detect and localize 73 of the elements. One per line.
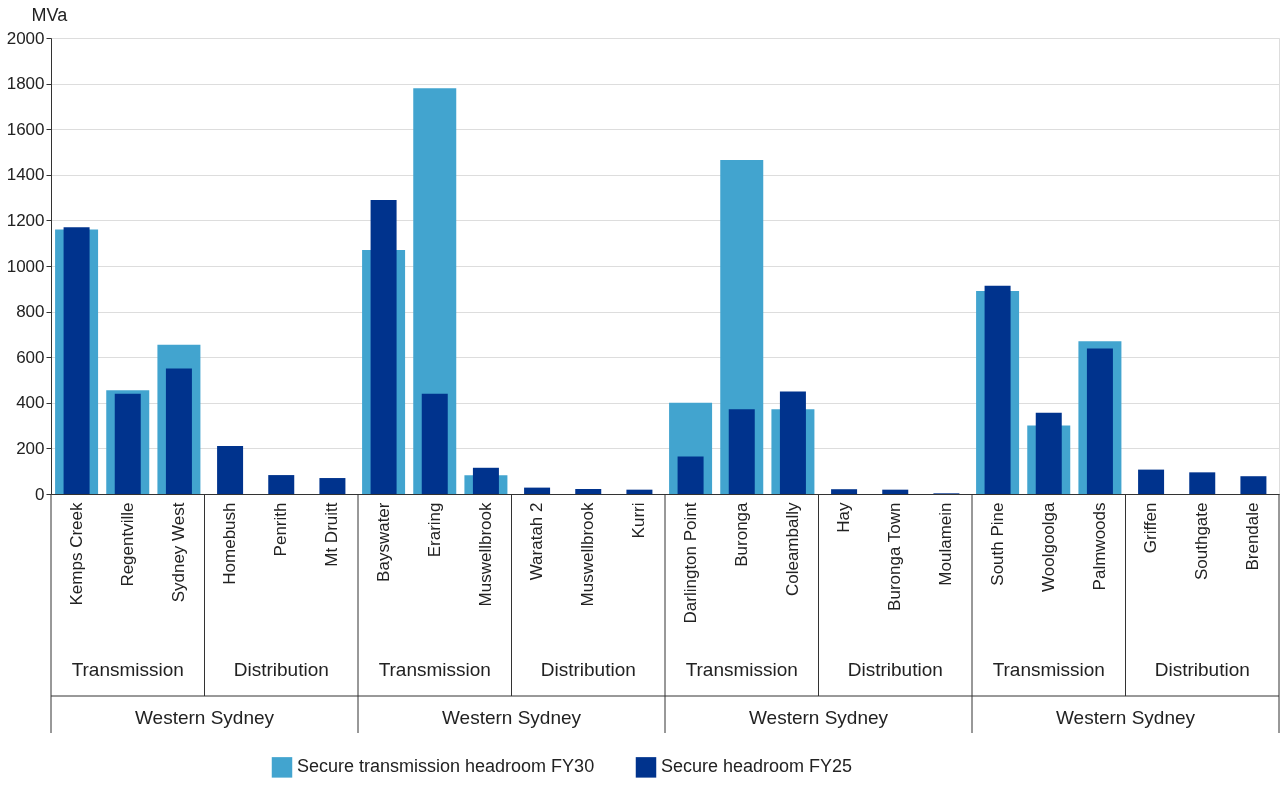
bar: [728, 409, 755, 494]
x-tick-label: Woolgoolga: [1038, 501, 1058, 592]
legend-label: Secure transmission headroom FY30: [297, 756, 595, 777]
y-tick-label: 800: [16, 302, 45, 322]
x-tick-label: Sydney West: [168, 502, 188, 603]
bar: [882, 489, 909, 494]
x-tick-label: Kemps Creek: [66, 502, 86, 606]
text: Transmission: [378, 659, 491, 680]
y-tick-label: 400: [16, 393, 45, 413]
x-tick-label: Darlington Point: [680, 502, 700, 624]
x-tick-label: Waratah 2: [527, 502, 547, 581]
bar: [217, 446, 244, 494]
bar: [319, 478, 346, 494]
bar: [114, 393, 141, 494]
x-tick-label: Southgate: [1192, 502, 1212, 581]
bar: [268, 475, 295, 494]
x-tick-label: Regentville: [117, 502, 137, 587]
x-tick-label: Buronga: [731, 501, 751, 567]
x-tick-label: Bayswater: [373, 502, 393, 582]
bar: [1035, 412, 1062, 494]
text: Distribution: [233, 659, 329, 680]
bar: [421, 393, 448, 494]
x-tick-label: Kurri: [629, 502, 649, 539]
y-tick-label: 1400: [6, 165, 45, 185]
x-tick-label: Coleambally: [782, 502, 802, 597]
text: Distribution: [540, 659, 636, 680]
text: Distribution: [847, 659, 943, 680]
y-tick-label: 1000: [6, 256, 45, 276]
x-tick-label: Hay: [834, 502, 854, 533]
x-tick-label: Muswellbrook: [475, 502, 495, 607]
x-tick-label: Homebush: [220, 502, 240, 585]
y-tick-label: 2000: [6, 28, 45, 48]
y-tick-label: 1600: [6, 119, 45, 139]
y-tick-label: 0: [35, 484, 45, 504]
bar: [1189, 472, 1216, 494]
x-tick-label: Griffen: [1141, 502, 1161, 554]
bar: [1086, 348, 1113, 494]
text: Transmission: [992, 659, 1105, 680]
text: Transmission: [71, 659, 184, 680]
text: Western Sydney: [441, 707, 582, 728]
text: Transmission: [685, 659, 798, 680]
x-tick-label: Palmwoods: [1089, 502, 1109, 591]
x-tick-label: Mt Druitt: [322, 502, 342, 567]
y-tick-label: 600: [16, 347, 45, 367]
bar: [984, 285, 1011, 494]
bar: [831, 489, 858, 494]
bar: [677, 456, 704, 494]
x-tick-label: Muswellbrook: [578, 502, 598, 607]
y-tick-label: 1200: [6, 210, 45, 230]
legend-label: Secure headroom FY25: [661, 756, 853, 777]
text: Western Sydney: [1055, 707, 1196, 728]
bar: [472, 467, 499, 494]
x-tick-label: Penrith: [271, 502, 291, 557]
bar: [524, 487, 551, 494]
bar: [626, 489, 653, 494]
bar: [1240, 476, 1267, 494]
y-axis-title: MVa: [31, 4, 69, 25]
text: Western Sydney: [134, 707, 275, 728]
bar: [165, 368, 192, 494]
text: Distribution: [1154, 659, 1250, 680]
x-tick-label: South Pine: [987, 502, 1007, 586]
x-tick-label: Brendale: [1243, 502, 1263, 571]
bar: [370, 199, 397, 494]
bar: [779, 391, 806, 494]
y-tick-label: 200: [16, 438, 45, 458]
x-tick-label: Buronga Town: [885, 502, 905, 611]
bar: [63, 227, 90, 494]
x-tick-label: Moulamein: [936, 502, 956, 586]
bar: [1138, 469, 1165, 494]
x-tick-label: Eraring: [424, 502, 444, 558]
bar: [575, 488, 602, 494]
y-tick-label: 1800: [6, 74, 45, 94]
text: Western Sydney: [748, 707, 889, 728]
